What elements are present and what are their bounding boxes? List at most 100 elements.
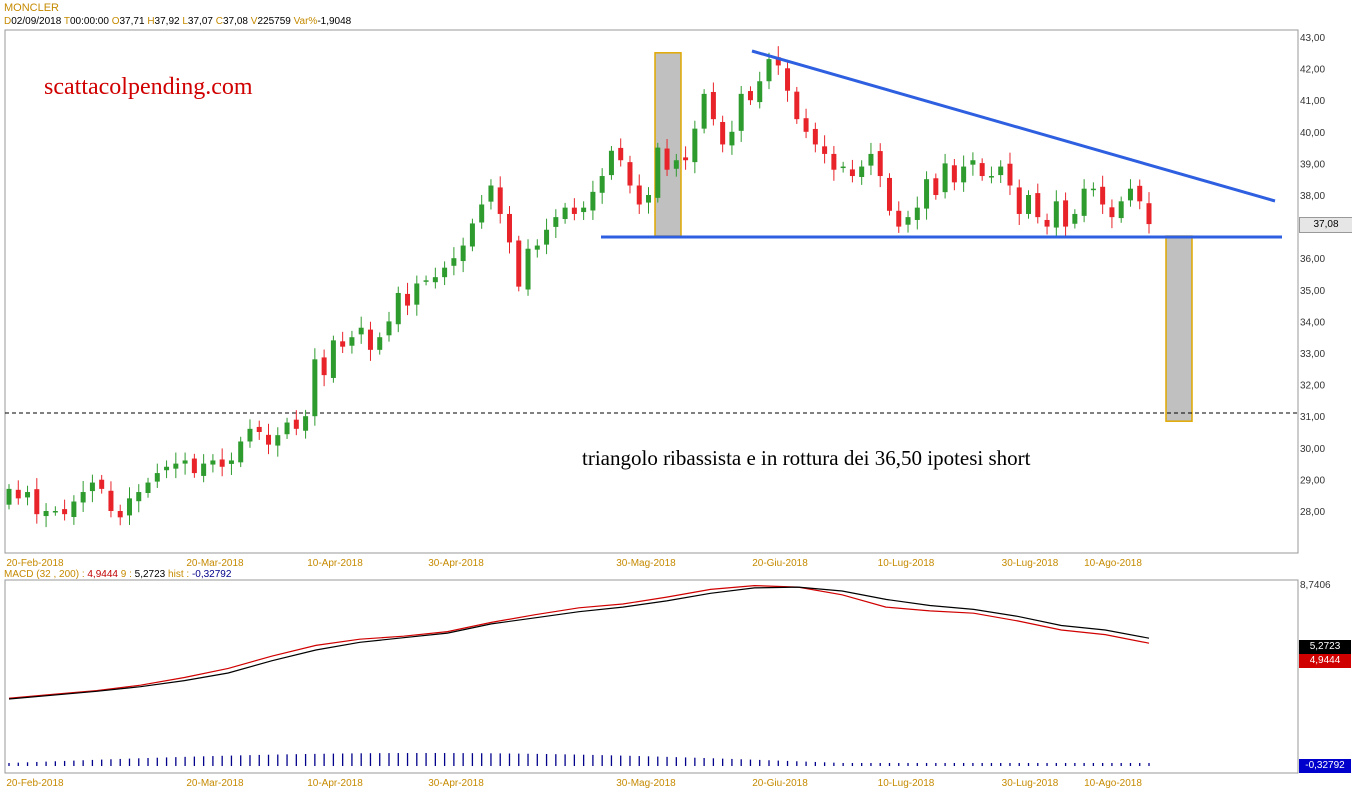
- candle-body: [293, 419, 299, 429]
- candle-body: [506, 213, 512, 243]
- candle-body: [377, 337, 383, 350]
- macd-legend: MACD (32 , 200) : 4,9444 9 : 5,2723 hist…: [4, 569, 231, 580]
- candle-body: [1026, 195, 1032, 214]
- candle-body: [284, 422, 290, 435]
- candle-body: [1063, 200, 1069, 227]
- x-tick-label: 10-Lug-2018: [878, 558, 935, 569]
- quote-value: 00:00:00: [70, 16, 112, 27]
- candle-body: [358, 327, 364, 335]
- candle-body: [599, 176, 605, 193]
- macd-x-tick-label: 30-Apr-2018: [428, 778, 484, 789]
- candle-body: [692, 128, 698, 163]
- candle-body: [951, 165, 957, 183]
- candle-body: [136, 492, 142, 502]
- y-tick-label: 28,00: [1300, 507, 1325, 518]
- quote-key: O: [111, 16, 120, 27]
- candle-body: [52, 511, 58, 513]
- candle-body: [1127, 188, 1133, 201]
- candle-body: [367, 329, 373, 350]
- candle-body: [562, 207, 568, 220]
- candle-body: [330, 340, 336, 378]
- candle-body: [247, 428, 253, 442]
- candle-body: [988, 176, 994, 178]
- candle-body: [1137, 185, 1143, 202]
- price-panel-frame: [4, 29, 1299, 554]
- candle-body: [164, 466, 170, 471]
- macd-legend-label: (32 , 200) :: [36, 569, 88, 580]
- y-tick-label: 36,00: [1300, 254, 1325, 265]
- quote-key: L: [182, 16, 188, 27]
- candle-body: [544, 229, 550, 245]
- candle-body: [228, 460, 234, 464]
- candle-body: [210, 460, 216, 465]
- candle-body: [664, 148, 670, 170]
- candle-body: [15, 489, 21, 499]
- candle-body: [479, 204, 485, 223]
- candle-body: [182, 460, 188, 464]
- candle-body: [979, 163, 985, 177]
- y-tick-label: 34,00: [1300, 317, 1325, 328]
- candle-body: [933, 178, 939, 195]
- macd-x-tick-label: 10-Apr-2018: [307, 778, 363, 789]
- candle-body: [219, 459, 225, 467]
- candle-body: [785, 68, 791, 91]
- candle-body: [710, 91, 716, 120]
- candle-body: [803, 118, 809, 132]
- candle-body: [525, 248, 531, 290]
- quote-value: 225759: [257, 16, 294, 27]
- candle-body: [191, 458, 197, 474]
- candle-body: [998, 166, 1004, 176]
- y-tick-label: 30,00: [1300, 444, 1325, 455]
- candle-body: [154, 473, 160, 482]
- candle-body: [1035, 193, 1041, 218]
- macd-value-tag: 4,9444: [1299, 654, 1351, 668]
- candle-body: [395, 292, 401, 325]
- candle-body: [794, 91, 800, 120]
- candle-body: [386, 321, 392, 336]
- candle-body: [405, 293, 411, 306]
- candle-body: [701, 93, 707, 129]
- macd-x-tick-label: 20-Giu-2018: [752, 778, 808, 789]
- candle-body: [126, 498, 132, 516]
- x-tick-label: 20-Feb-2018: [6, 558, 64, 569]
- candle-body: [970, 160, 976, 165]
- candle-body: [442, 267, 448, 278]
- candle-body: [321, 357, 327, 376]
- quote-key: Var%: [293, 16, 318, 27]
- candle-body: [896, 210, 902, 227]
- y-tick-label: 33,00: [1300, 349, 1325, 360]
- candle-body: [738, 93, 744, 131]
- candle-body: [747, 91, 753, 101]
- candle-body: [117, 511, 123, 518]
- candle-body: [497, 187, 503, 214]
- candle-body: [71, 501, 77, 518]
- quote-key: C: [215, 16, 223, 27]
- candle-body: [99, 479, 105, 489]
- candle-body: [859, 166, 865, 177]
- brand-watermark: scattacolpending.com: [44, 74, 253, 100]
- candle-body: [822, 146, 828, 154]
- candle-body: [831, 153, 837, 170]
- candle-body: [720, 122, 726, 145]
- candle-body: [673, 160, 679, 169]
- quote-value: 37,71: [119, 16, 148, 27]
- candle-body: [1109, 207, 1115, 218]
- macd-legend-label: hist :: [168, 569, 192, 580]
- descending-trendline: [751, 49, 1276, 203]
- candle-body: [25, 492, 31, 498]
- candle-body: [877, 151, 883, 177]
- signal-line: [8, 586, 1150, 700]
- candle-body: [423, 280, 429, 282]
- candle-body: [618, 147, 624, 161]
- y-tick-label: 43,00: [1300, 33, 1325, 44]
- candle-body: [683, 157, 689, 161]
- candle-body: [432, 277, 438, 283]
- candle-body: [266, 434, 272, 445]
- y-tick-label: 32,00: [1300, 381, 1325, 392]
- y-tick-label: 41,00: [1300, 96, 1325, 107]
- candle-body: [460, 245, 466, 262]
- candle-body: [1118, 201, 1124, 219]
- y-tick-label: 31,00: [1300, 412, 1325, 423]
- candle-body: [108, 490, 114, 511]
